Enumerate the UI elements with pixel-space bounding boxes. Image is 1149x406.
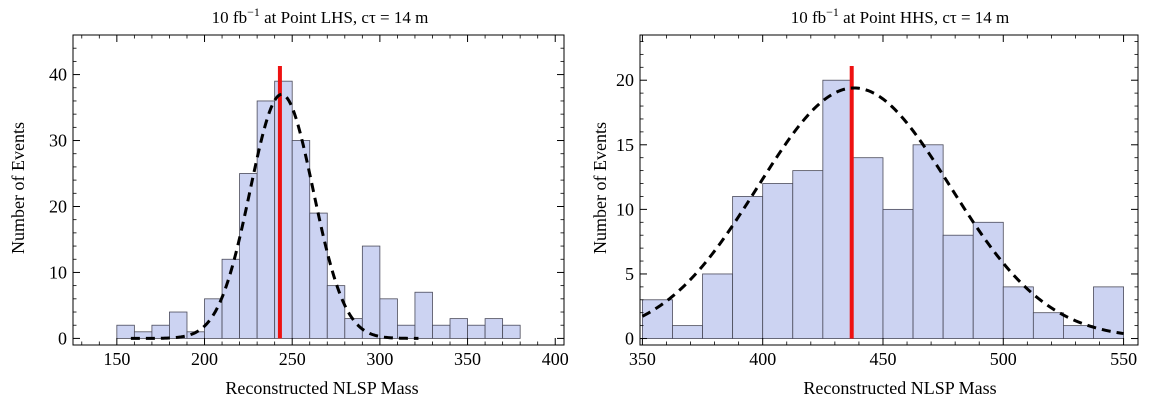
histogram-bar <box>116 324 135 339</box>
histogram-panel-hhs: 10 fb−1 at Point HHS, cτ = 14 m 350 400 45… <box>590 5 1139 398</box>
y-tick-label: 10 <box>49 262 67 282</box>
y-tick-label: 5 <box>625 264 634 284</box>
x-tick-label: 400 <box>542 349 569 369</box>
gaussian-fit-group <box>641 86 1124 336</box>
y-tick-label: 20 <box>49 196 67 216</box>
histogram-bar <box>204 298 223 339</box>
histogram-bar <box>1002 286 1034 339</box>
histogram-bar <box>882 208 914 339</box>
histogram-bars <box>116 80 521 339</box>
histogram-bar <box>361 245 381 339</box>
histogram-bar <box>762 183 794 339</box>
histogram-bar <box>379 298 398 339</box>
histogram-bar <box>309 212 328 339</box>
histogram-bar <box>792 170 824 339</box>
histogram-bar <box>912 144 944 339</box>
y-tick-label: 0 <box>625 329 634 349</box>
histogram-bar <box>502 324 521 339</box>
x-tick-label: 200 <box>191 349 218 369</box>
x-tick-label: 250 <box>279 349 306 369</box>
histogram-bar <box>449 318 468 339</box>
histogram-bar <box>467 324 486 339</box>
gaussian-fit-curve <box>641 86 1124 336</box>
histogram-bar <box>414 291 433 339</box>
histogram-bar <box>151 324 170 339</box>
x-tick-label: 400 <box>749 349 776 369</box>
x-tick-label: 350 <box>629 349 656 369</box>
plot-frame <box>72 34 565 346</box>
histogram-bar <box>852 157 884 339</box>
gaussian-fit-group <box>130 92 419 340</box>
x-tick-label: 350 <box>454 349 481 369</box>
histogram-bar <box>432 324 451 339</box>
histogram-bar <box>169 311 188 339</box>
histogram-bar <box>642 299 673 339</box>
x-axis-ticks: 150 200 250 300 350 400 <box>81 35 569 369</box>
y-axis-title: Number of Events <box>590 122 610 254</box>
histogram-bar <box>822 79 854 339</box>
y-axis-title: Number of Events <box>8 122 28 254</box>
y-tick-label: 30 <box>49 131 67 151</box>
histogram-bars <box>642 79 1124 339</box>
histogram-bar <box>274 80 293 339</box>
y-tick-label: 20 <box>616 70 634 90</box>
x-tick-label: 150 <box>103 349 130 369</box>
histogram-bar <box>326 285 346 339</box>
histogram-bar <box>1063 325 1094 339</box>
panel-title: 10 fb−1 at Point LHS, cτ = 14 m <box>212 5 429 27</box>
histogram-bar <box>942 234 974 339</box>
histogram-bar <box>256 100 276 339</box>
y-tick-label: 40 <box>49 65 67 85</box>
y-axis-ticks: 0 5 10 15 20 <box>616 41 1138 349</box>
gaussian-fit-curve <box>130 92 419 340</box>
x-tick-label: 450 <box>869 349 896 369</box>
histogram-bar <box>291 140 311 339</box>
y-tick-label: 10 <box>616 199 634 219</box>
histogram-bar <box>484 318 504 339</box>
histogram-bar <box>972 221 1004 339</box>
x-axis-ticks: 350 400 450 500 550 <box>629 35 1137 369</box>
x-tick-label: 300 <box>366 349 393 369</box>
y-axis-ticks: 0 10 20 30 40 <box>49 34 564 348</box>
panel-title: 10 fb−1 at Point HHS, cτ = 14 m <box>791 5 1010 27</box>
histogram-bar <box>397 324 416 339</box>
x-axis-title: Reconstructed NLSP Mass <box>225 378 418 398</box>
histogram-panel-lhs: 10 fb−1 at Point LHS, cτ = 14 m 150 200 25… <box>8 5 569 398</box>
histogram-bar <box>702 273 734 339</box>
plot-frame <box>639 34 1139 346</box>
histogram-bar <box>672 325 703 339</box>
x-tick-label: 550 <box>1110 349 1137 369</box>
y-tick-label: 0 <box>58 328 67 348</box>
histogram-bar <box>1032 312 1064 339</box>
y-tick-label: 15 <box>616 135 634 155</box>
x-tick-label: 500 <box>990 349 1017 369</box>
x-axis-title: Reconstructed NLSP Mass <box>803 378 996 398</box>
